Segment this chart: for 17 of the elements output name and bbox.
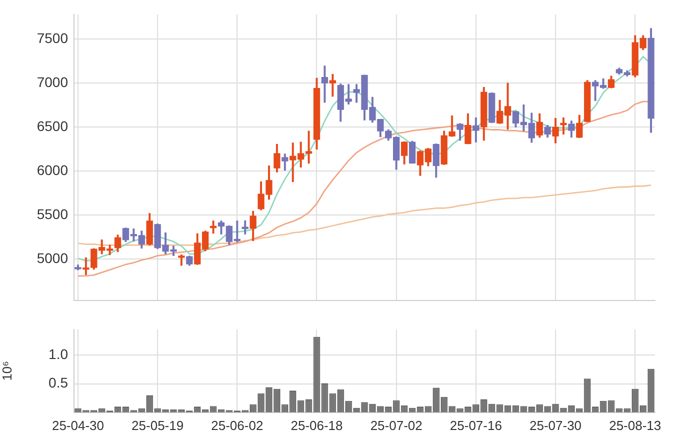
y-tick-label: 1.0	[48, 346, 68, 362]
y-axis-title: 10⁶	[0, 360, 14, 381]
x-tick-label: 25-06-18	[290, 418, 343, 433]
x-tick-label: 25-07-02	[370, 418, 422, 433]
x-tick-label: 25-04-30	[52, 418, 104, 433]
x-tick-label: 25-05-19	[132, 418, 184, 433]
y-tick-label: 6000	[36, 162, 68, 178]
x-tick-label: 25-07-16	[450, 418, 502, 433]
y-tick-label: 7500	[36, 30, 68, 46]
x-tick-label: 25-06-02	[211, 418, 264, 433]
y-tick-label: 0.5	[48, 374, 68, 391]
y-tick-label: 5500	[36, 206, 68, 222]
x-tick-label: 25-08-13	[609, 418, 662, 433]
y-tick-label: 7000	[36, 74, 68, 90]
x-tick-label: 25-07-30	[529, 418, 582, 433]
y-tick-label: 5000	[36, 250, 68, 266]
y-tick-label: 6500	[36, 118, 68, 134]
